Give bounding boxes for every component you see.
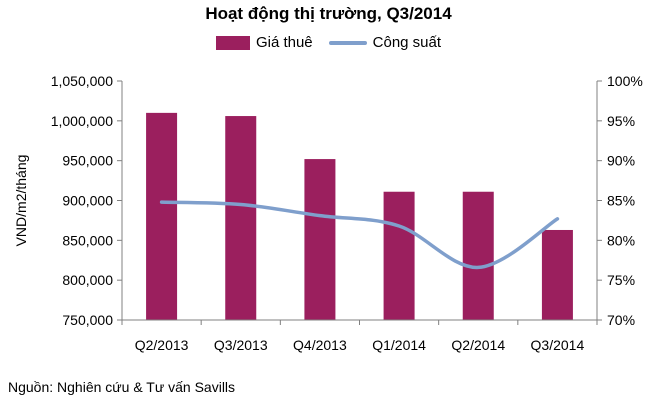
x-tick-label-Q2/2014: Q2/2014 xyxy=(451,337,505,353)
y-tick-label-right: 85% xyxy=(607,193,635,209)
y-tick-label-right: 80% xyxy=(607,232,635,248)
x-tick-label-Q2/2013: Q2/2013 xyxy=(135,337,189,353)
legend-swatch-rent xyxy=(215,35,250,50)
source-note: Nguồn: Nghiên cứu & Tư vấn Savills xyxy=(8,379,236,395)
bar-Q3/2013 xyxy=(225,116,257,320)
legend-label-rent: Giá thuê xyxy=(255,34,313,51)
legend-item-rent: Giá thuê xyxy=(215,34,313,51)
y-tick-label-left: 1,000,000 xyxy=(51,113,113,129)
y-axis-label: VND/m2/tháng xyxy=(13,155,29,247)
y-tick-label-right: 75% xyxy=(607,272,635,288)
bar-Q1/2014 xyxy=(383,191,415,320)
y-tick-label-left: 850,000 xyxy=(62,232,113,248)
legend-label-occupancy: Công suất xyxy=(372,34,442,51)
x-tick-label-Q4/2013: Q4/2013 xyxy=(293,337,347,353)
legend: Giá thuê Công suất xyxy=(0,34,657,51)
bar-Q2/2013 xyxy=(146,112,178,320)
y-tick-label-left: 750,000 xyxy=(62,312,113,328)
bar-Q4/2013 xyxy=(304,159,336,320)
y-tick-label-left: 900,000 xyxy=(62,193,113,209)
y-tick-label-left: 950,000 xyxy=(62,153,113,169)
y-tick-label-left: 1,050,000 xyxy=(51,73,113,89)
y-tick-label-left: 800,000 xyxy=(62,272,113,288)
y-tick-label-right: 70% xyxy=(607,312,635,328)
chart-title: Hoạt động thị trường, Q3/2014 xyxy=(205,4,452,23)
y-tick-label-right: 100% xyxy=(607,73,643,89)
bar-Q3/2014 xyxy=(541,229,573,320)
x-tick-label-Q1/2014: Q1/2014 xyxy=(372,337,426,353)
legend-swatch-occupancy xyxy=(328,40,367,45)
y-tick-label-right: 90% xyxy=(607,153,635,169)
bar-Q2/2014 xyxy=(462,191,494,320)
x-tick-label-Q3/2014: Q3/2014 xyxy=(531,337,585,353)
x-tick-label-Q3/2013: Q3/2013 xyxy=(214,337,268,353)
y-tick-label-right: 95% xyxy=(607,113,635,129)
occupancy-line xyxy=(159,200,560,270)
legend-item-occupancy: Công suất xyxy=(328,34,442,51)
